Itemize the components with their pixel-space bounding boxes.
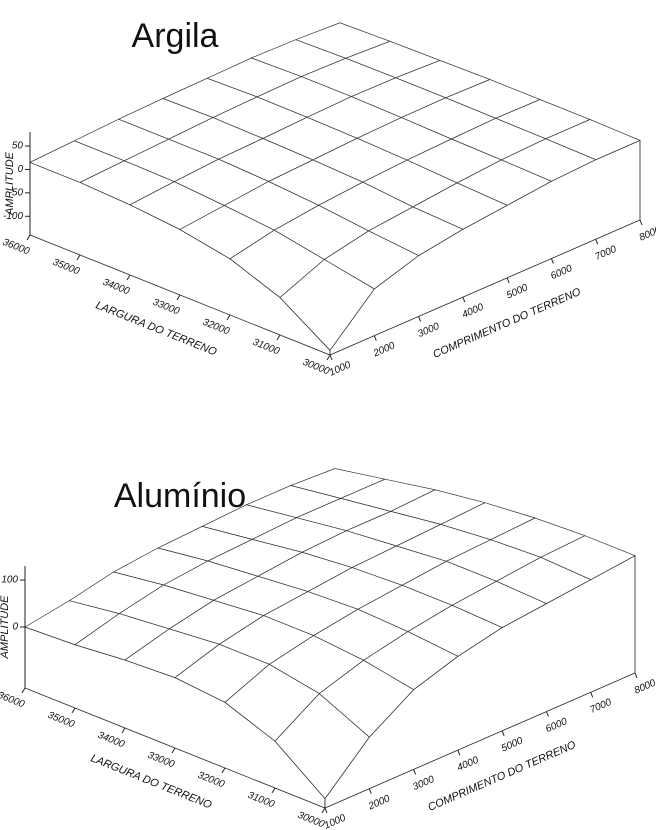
y-tick-label: 34000: [96, 730, 126, 751]
chart-title: Alumínio: [114, 477, 246, 515]
x-tick: [545, 711, 549, 717]
z-tick-label: -50: [9, 188, 24, 199]
y-tick-label: 34000: [101, 277, 131, 298]
x-tick-label: 2000: [366, 793, 392, 813]
y-tick: [26, 234, 31, 241]
x-tick-label: 4000: [461, 302, 486, 321]
y-tick: [171, 747, 176, 754]
z-tick-label: 50: [12, 141, 24, 152]
chart-title: Argila: [132, 17, 219, 55]
x-tick: [634, 672, 638, 679]
surface-cell: [274, 693, 370, 800]
x-tick: [329, 354, 333, 361]
y-tick: [326, 354, 331, 361]
x-tick-label: 7000: [588, 697, 613, 716]
x-tick-label: 5000: [505, 282, 530, 301]
y-tick: [176, 294, 181, 301]
y-tick-label: 30000: [301, 357, 331, 378]
x-tick: [639, 219, 643, 226]
y-tick: [321, 807, 326, 814]
x-tick-label: 1000: [323, 812, 348, 830]
x-tick-label: 8000: [633, 677, 656, 696]
y-tick: [21, 687, 26, 694]
y-tick-label: 35000: [51, 257, 81, 278]
x-tick: [462, 296, 466, 303]
y-tick-label: 31000: [251, 337, 281, 358]
y-tick: [76, 254, 81, 261]
x-tick: [501, 730, 505, 737]
y-tick: [71, 707, 76, 714]
x-tick-label: 6000: [549, 263, 574, 282]
x-tick-label: 7000: [593, 244, 618, 263]
x-tick-label: 8000: [638, 224, 656, 243]
y-tick: [276, 334, 281, 341]
y-tick: [126, 274, 131, 281]
y-tick-label: 32000: [196, 770, 226, 791]
x-tick-label: 6000: [544, 716, 569, 735]
y-tick-label: 33000: [146, 750, 176, 771]
z-axis-title: AMPLITUDE: [0, 595, 11, 660]
x-tick: [368, 788, 372, 794]
y-tick: [121, 727, 126, 734]
z-axis-title: AMPLITUDE: [4, 151, 16, 216]
y-tick-label: 36000: [1, 237, 31, 258]
x-tick: [324, 807, 328, 814]
y-tick-label: 32000: [201, 317, 231, 338]
x-tick: [595, 239, 599, 245]
x-tick-label: 4000: [456, 755, 481, 774]
y-tick-label: 30000: [296, 810, 326, 830]
z-tick-label: 100: [1, 575, 18, 586]
y-tick-label: 31000: [246, 790, 276, 811]
z-tick-label: -100: [3, 211, 23, 222]
x-tick-label: 5000: [500, 735, 525, 754]
x-tick: [418, 316, 422, 322]
surface-chart: Alumínio 0 100 AMPLITUDE 1000 2000 3000 4000 500…: [0, 468, 656, 830]
x-tick-label: 3000: [411, 774, 436, 793]
x-tick: [457, 749, 461, 756]
x-tick: [590, 692, 594, 698]
x-tick-label: 3000: [416, 321, 441, 340]
x-tick-label: 2000: [371, 340, 397, 360]
y-tick: [271, 787, 276, 794]
x-tick: [550, 258, 554, 264]
x-tick-label: 1000: [328, 359, 353, 378]
z-tick-label: 0: [17, 164, 23, 175]
y-tick: [221, 767, 226, 774]
x-tick: [373, 335, 377, 341]
y-tick: [226, 314, 231, 321]
x-tick: [413, 769, 417, 775]
x-tick: [506, 277, 510, 284]
surface-cell: [279, 259, 375, 351]
z-tick-label: 0: [12, 622, 18, 633]
y-tick-label: 33000: [151, 297, 181, 318]
y-tick-label: 35000: [46, 710, 76, 731]
